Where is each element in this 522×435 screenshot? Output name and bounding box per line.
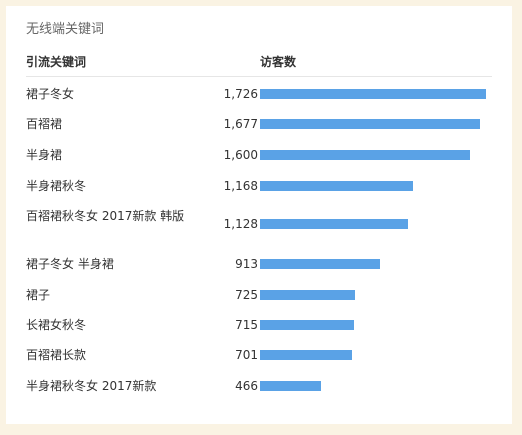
visitor-bar [260, 219, 408, 229]
visitor-count: 1,128 [223, 217, 258, 231]
keyword-label[interactable]: 半身裙秋冬 [26, 179, 87, 193]
visitor-count: 913 [235, 257, 258, 271]
visitor-count: 715 [235, 318, 258, 332]
header-visitors: 访客数 [260, 55, 297, 69]
visitor-bar [260, 320, 354, 330]
keyword-label[interactable]: 半身裙 [26, 148, 63, 162]
header-divider [26, 76, 492, 77]
visitor-count: 725 [235, 288, 258, 302]
visitor-count: 701 [235, 348, 258, 362]
visitor-bar [260, 150, 470, 160]
keyword-label[interactable]: 长裙女秋冬 [26, 318, 87, 332]
keyword-label[interactable]: 裙子 [26, 288, 51, 302]
visitor-bar [260, 119, 480, 129]
keyword-label[interactable]: 百褶裙秋冬女 2017新款 韩版 [26, 209, 185, 223]
visitor-bar [260, 89, 486, 99]
visitor-bar [260, 290, 355, 300]
visitor-bar [260, 181, 413, 191]
visitor-count: 466 [235, 379, 258, 393]
keyword-label[interactable]: 半身裙秋冬女 2017新款 [26, 379, 157, 393]
visitor-bar [260, 259, 380, 269]
visitor-bar [260, 381, 321, 391]
panel-title: 无线端关键词 [26, 22, 105, 37]
visitor-count: 1,726 [223, 87, 258, 101]
keyword-label[interactable]: 裙子冬女 半身裙 [26, 257, 114, 271]
keyword-label[interactable]: 百褶裙长款 [26, 348, 87, 362]
visitor-bar [260, 350, 352, 360]
header-keyword: 引流关键词 [26, 55, 87, 69]
visitor-count: 1,677 [223, 117, 258, 131]
keyword-label[interactable]: 裙子冬女 [26, 87, 75, 101]
keyword-label[interactable]: 百褶裙 [26, 117, 63, 131]
visitor-count: 1,600 [223, 148, 258, 162]
visitor-count: 1,168 [223, 179, 258, 193]
keyword-panel: 无线端关键词 引流关键词 访客数 裙子冬女 1,726 百褶裙 1,677 半身裙 1,6… [6, 6, 512, 424]
